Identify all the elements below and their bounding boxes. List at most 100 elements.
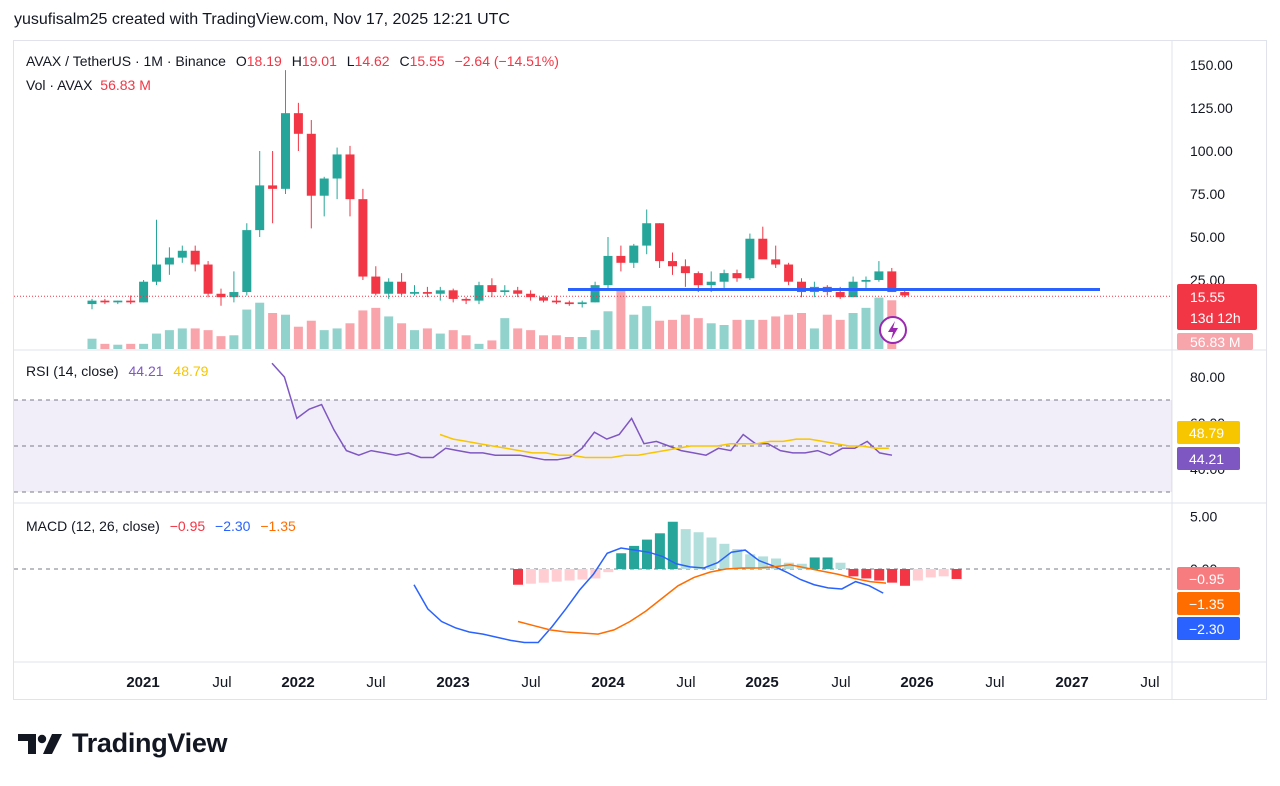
candle-body[interactable] [797, 281, 806, 293]
candle-body[interactable] [835, 292, 845, 298]
rsi-ma-line[interactable] [439, 433, 889, 459]
candle-body[interactable] [319, 178, 329, 196]
volume-label[interactable]: Vol · AVAX [26, 77, 93, 93]
volume-bar[interactable] [345, 323, 355, 349]
macd-label[interactable]: MACD (12, 26, close) [26, 518, 160, 534]
volume-bar[interactable] [500, 318, 510, 349]
candle-body[interactable] [293, 113, 303, 134]
volume-bar[interactable] [835, 319, 845, 349]
macd-histogram-bar[interactable] [629, 545, 640, 569]
volume-bar[interactable] [577, 337, 587, 349]
volume-bar[interactable] [655, 320, 665, 349]
macd-histogram-bar[interactable] [771, 558, 781, 570]
candle-body[interactable] [164, 257, 174, 265]
candle-body[interactable] [526, 293, 536, 298]
macd-histogram-bar[interactable] [809, 557, 820, 569]
volume-bar[interactable] [732, 319, 742, 349]
candle-body[interactable] [435, 290, 445, 294]
candle-body[interactable] [758, 238, 768, 260]
candle-body[interactable] [564, 302, 574, 305]
macd-histogram-bar[interactable] [525, 569, 536, 584]
candle-body[interactable] [126, 300, 136, 303]
volume-bar[interactable] [242, 309, 252, 349]
volume-bar[interactable] [435, 333, 445, 349]
candle-body[interactable] [655, 223, 665, 262]
volume-bar[interactable] [306, 320, 316, 349]
candle-body[interactable] [203, 264, 213, 294]
candle-body[interactable] [100, 300, 110, 303]
volume-bar[interactable] [126, 343, 136, 349]
candle-body[interactable] [345, 154, 355, 200]
candle-body[interactable] [281, 113, 290, 189]
macd-histogram-bar[interactable] [861, 569, 872, 579]
candle-body[interactable] [719, 273, 729, 282]
macd-histogram-bar[interactable] [848, 569, 859, 577]
volume-bar[interactable] [590, 330, 600, 349]
candle-body[interactable] [861, 280, 871, 282]
volume-bar[interactable] [758, 319, 768, 349]
macd-histogram-bar[interactable] [938, 569, 949, 577]
candle-body[interactable] [603, 255, 613, 286]
volume-bar[interactable] [255, 302, 265, 349]
macd-histogram-bar[interactable] [835, 562, 846, 569]
macd-histogram-bar[interactable] [874, 569, 885, 581]
macd-histogram-bar[interactable] [745, 554, 756, 569]
volume-bar[interactable] [809, 328, 819, 349]
candle-body[interactable] [745, 238, 755, 279]
volume-bar[interactable] [603, 311, 613, 349]
volume-bar[interactable] [822, 314, 832, 349]
volume-bar[interactable] [410, 330, 419, 349]
macd-histogram-bar[interactable] [551, 569, 562, 582]
volume-bar[interactable] [384, 316, 394, 349]
macd-histogram-bar[interactable] [719, 543, 730, 569]
candle-body[interactable] [642, 223, 652, 246]
macd-histogram-bar[interactable] [667, 521, 678, 569]
candle-body[interactable] [177, 250, 187, 258]
candle-body[interactable] [590, 285, 600, 303]
candle-body[interactable] [693, 273, 703, 286]
macd-histogram-bar[interactable] [577, 569, 588, 580]
volume-bar[interactable] [332, 328, 342, 349]
macd-histogram-bar[interactable] [654, 533, 665, 569]
candle-body[interactable] [461, 298, 471, 301]
candle-body[interactable] [358, 199, 368, 277]
volume-bar[interactable] [784, 314, 794, 349]
volume-bar[interactable] [177, 328, 187, 349]
volume-bar[interactable] [487, 340, 497, 349]
volume-bar[interactable] [422, 328, 432, 349]
volume-bar[interactable] [629, 314, 639, 349]
candle-body[interactable] [190, 250, 200, 265]
volume-bar[interactable] [87, 338, 97, 349]
candle-body[interactable] [332, 154, 342, 179]
volume-bar[interactable] [229, 335, 239, 349]
volume-bar[interactable] [139, 343, 149, 349]
volume-bar[interactable] [526, 330, 536, 349]
volume-bar[interactable] [745, 319, 755, 349]
volume-bar[interactable] [216, 336, 226, 349]
macd-histogram-bar[interactable] [912, 569, 923, 581]
macd-histogram-bar[interactable] [887, 569, 898, 583]
macd-histogram-bar[interactable] [513, 569, 523, 585]
volume-bar[interactable] [281, 314, 290, 349]
candle-body[interactable] [306, 133, 316, 196]
volume-bar[interactable] [693, 318, 703, 349]
volume-bar[interactable] [461, 335, 471, 349]
candle-body[interactable] [771, 259, 781, 265]
candle-body[interactable] [229, 292, 239, 298]
macd-histogram-bar[interactable] [900, 569, 910, 586]
macd-histogram-bar[interactable] [706, 537, 717, 570]
volume-bar[interactable] [642, 306, 652, 349]
candle-body[interactable] [152, 264, 161, 282]
candle-body[interactable] [242, 230, 252, 293]
candle-body[interactable] [680, 266, 690, 274]
volume-bar[interactable] [448, 330, 458, 349]
macd-line[interactable] [413, 547, 884, 644]
macd-histogram-bar[interactable] [642, 539, 652, 569]
volume-bar[interactable] [397, 323, 407, 349]
volume-bar[interactable] [268, 313, 278, 349]
candle-body[interactable] [397, 281, 407, 294]
candle-body[interactable] [384, 281, 394, 294]
rsi-label[interactable]: RSI (14, close) [26, 363, 119, 379]
candle-body[interactable] [113, 300, 123, 303]
tradingview-logo[interactable]: TradingView [16, 728, 228, 759]
